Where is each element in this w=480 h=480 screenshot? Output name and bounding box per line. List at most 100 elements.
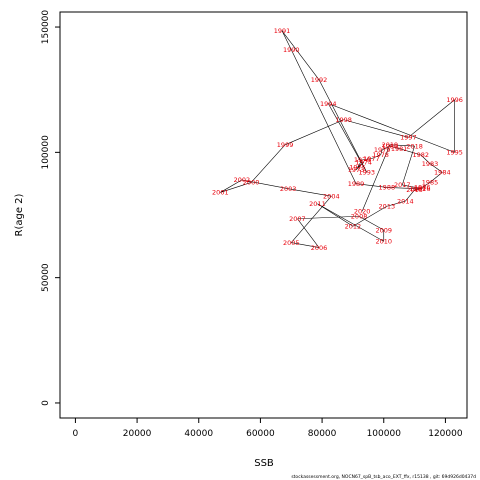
point-label-2003: 2003 xyxy=(280,185,297,193)
x-axis: 0 20000 40000 60000 80000 100000 120000 xyxy=(73,417,463,439)
point-label-2001: 2001 xyxy=(212,189,229,197)
point-label-2005: 2005 xyxy=(283,239,300,247)
point-label-1998: 1998 xyxy=(335,116,352,124)
y-axis-title: R(age 2) xyxy=(14,193,25,236)
point-label-1991: 1991 xyxy=(274,27,291,35)
x-tick-label: 100000 xyxy=(367,429,402,439)
series-segment-1996 xyxy=(408,99,455,138)
series-segment-2017 xyxy=(401,145,415,186)
point-label-1999: 1999 xyxy=(277,141,294,149)
series-segment-2000 xyxy=(220,182,252,193)
point-label-1973: 1973 xyxy=(348,166,365,174)
x-tick-label: 40000 xyxy=(184,429,213,439)
point-label-2018: 2018 xyxy=(406,142,423,150)
plot-frame xyxy=(59,11,468,419)
series-segment-2007 xyxy=(297,215,360,220)
footer-text: stockassessment.org, NOCN67_spB_tsb_aco_… xyxy=(291,474,476,480)
series-segment-2013 xyxy=(386,200,406,207)
series-segment-2015 xyxy=(414,188,423,191)
point-label-1987: 1987 xyxy=(409,185,426,193)
series-segment-2018 xyxy=(389,144,415,147)
point-label-2008: 2008 xyxy=(351,213,368,221)
point-label-2013: 2013 xyxy=(379,203,396,211)
point-label-2019: 2019 xyxy=(382,141,399,149)
series-segment-2003 xyxy=(288,188,332,197)
series-segment-2019 xyxy=(361,144,391,212)
series-segment-1997 xyxy=(343,119,409,138)
series-segment-1994 xyxy=(328,103,455,153)
point-label-2017: 2017 xyxy=(394,181,411,189)
series-segment-1981 xyxy=(399,148,421,156)
point-label-2015: 2015 xyxy=(406,186,423,194)
series-segment-1974 xyxy=(357,162,364,168)
series-segment-1992 xyxy=(318,79,368,173)
series-segment-1976 xyxy=(362,158,372,161)
point-label-2000: 2000 xyxy=(243,179,260,187)
point-label-2004: 2004 xyxy=(323,193,340,201)
point-label-2010: 2010 xyxy=(375,238,392,246)
series-segment-1980 xyxy=(389,145,400,149)
point-label-1988: 1988 xyxy=(379,184,396,192)
series-segment-1978 xyxy=(380,149,383,155)
series-segment-1985 xyxy=(422,182,431,188)
point-label-2011: 2011 xyxy=(309,200,326,208)
x-tick-label: 60000 xyxy=(246,429,275,439)
series-segment-1993 xyxy=(327,103,368,173)
x-tick-label: 80000 xyxy=(308,429,337,439)
point-label-1975: 1975 xyxy=(349,164,366,172)
point-label-1984: 1984 xyxy=(434,169,451,177)
series-segment-2004 xyxy=(291,196,332,243)
point-label-2002: 2002 xyxy=(234,176,251,184)
series-segment-1979 xyxy=(382,145,391,151)
series-segment-1984 xyxy=(429,172,443,183)
series-segment-2012 xyxy=(352,205,387,227)
point-label-1995: 1995 xyxy=(446,149,463,157)
series-segment-1999 xyxy=(250,144,286,183)
x-tick-label: 0 xyxy=(73,429,79,439)
point-label-2014: 2014 xyxy=(397,198,414,206)
point-label-1990: 1990 xyxy=(283,46,300,54)
point-label-1997: 1997 xyxy=(400,134,417,142)
point-label-1989: 1989 xyxy=(348,180,365,188)
point-label-1992: 1992 xyxy=(311,76,328,84)
series-line xyxy=(220,30,455,248)
series-segment-1991 xyxy=(281,30,320,80)
point-label-1976: 1976 xyxy=(354,156,371,164)
point-label-1980: 1980 xyxy=(382,142,399,150)
series-segment-1987 xyxy=(386,187,418,189)
series-segment-2006 xyxy=(297,218,320,248)
x-tick-label: 20000 xyxy=(123,429,152,439)
point-label-1979: 1979 xyxy=(374,146,391,154)
y-tick-label: 0 xyxy=(41,400,51,406)
point-label-1983: 1983 xyxy=(422,160,439,168)
point-label-1981: 1981 xyxy=(391,145,408,153)
series-segment-2014 xyxy=(405,189,415,202)
point-label-1993: 1993 xyxy=(359,169,376,177)
point-label-1986: 1986 xyxy=(414,184,431,192)
series-segment-1982 xyxy=(420,154,431,164)
series-segment-1983 xyxy=(429,163,443,173)
point-label-2020: 2020 xyxy=(354,208,371,216)
y-tick-label: 50000 xyxy=(41,263,51,292)
point-label-1978: 1978 xyxy=(372,151,389,159)
point-label-1982: 1982 xyxy=(412,151,429,159)
y-axis: 0 50000 100000 150000 xyxy=(41,10,61,406)
series-segment-1989 xyxy=(290,49,357,184)
point-label-1985: 1985 xyxy=(422,179,439,187)
point-label-1977: 1977 xyxy=(363,155,380,163)
y-tick-label: 100000 xyxy=(41,135,51,170)
series-segment-1977 xyxy=(371,154,381,159)
series-segment-1988 xyxy=(355,183,387,188)
point-label-1994: 1994 xyxy=(320,100,337,108)
point-label-2009: 2009 xyxy=(375,226,392,234)
series-segment-2005 xyxy=(291,242,320,248)
series-segment-2016 xyxy=(402,184,423,189)
y-tick-label: 150000 xyxy=(41,10,51,45)
point-label-1974: 1974 xyxy=(355,159,372,167)
series-segment-1975 xyxy=(357,159,363,168)
x-tick-label: 120000 xyxy=(428,429,463,439)
point-label-2007: 2007 xyxy=(289,215,306,223)
series-segment-2002 xyxy=(241,179,289,189)
